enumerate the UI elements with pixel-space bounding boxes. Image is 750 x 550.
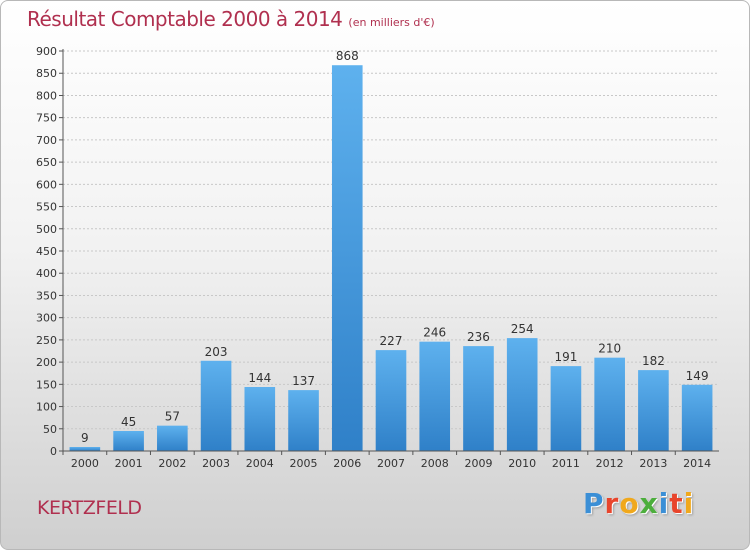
value-label-2008: 246 [423, 326, 446, 340]
y-tick-label-850: 850 [36, 67, 57, 80]
value-label-2001: 45 [121, 415, 136, 429]
y-tick-label-250: 250 [36, 334, 57, 347]
bar-2010 [506, 338, 538, 451]
x-tick-label-2011: 2011 [552, 457, 580, 470]
value-label-2011: 191 [554, 350, 577, 364]
value-label-2009: 236 [467, 330, 490, 344]
bar-2007 [375, 350, 407, 451]
y-tick-label-100: 100 [36, 401, 57, 414]
x-tick-label-2002: 2002 [158, 457, 186, 470]
y-tick-label-50: 50 [43, 423, 57, 436]
y-tick-label-350: 350 [36, 289, 57, 302]
chart-title: Résultat Comptable 2000 à 2014 (en millie… [27, 7, 435, 31]
x-tick-label-2007: 2007 [377, 457, 405, 470]
x-tick-label-2001: 2001 [115, 457, 143, 470]
proxiti-logo: Proxiti [583, 487, 694, 520]
y-tick-label-650: 650 [36, 156, 57, 169]
value-label-2012: 210 [598, 342, 621, 356]
y-tick-label-550: 550 [36, 201, 57, 214]
bar-2000 [69, 447, 101, 451]
x-tick-label-2010: 2010 [508, 457, 536, 470]
value-label-2004: 144 [248, 371, 271, 385]
x-tick-label-2014: 2014 [683, 457, 711, 470]
y-tick-label-800: 800 [36, 89, 57, 102]
logo-letter: x [639, 487, 659, 520]
y-tick-label-150: 150 [36, 378, 57, 391]
bar-2004 [244, 387, 276, 451]
bar-2006 [331, 65, 363, 451]
y-tick-label-700: 700 [36, 134, 57, 147]
chart-subtitle: (en milliers d'€) [348, 16, 435, 29]
bar-2001 [113, 431, 144, 451]
value-label-2013: 182 [642, 354, 665, 368]
x-tick-label-2005: 2005 [290, 457, 318, 470]
logo-letter: i [658, 487, 670, 520]
bar-2014 [681, 384, 713, 451]
y-tick-label-900: 900 [36, 45, 57, 58]
value-label-2000: 9 [81, 431, 89, 445]
x-tick-label-2012: 2012 [596, 457, 624, 470]
y-tick-label-200: 200 [36, 356, 57, 369]
bar-2005 [288, 390, 319, 451]
value-label-2003: 203 [205, 345, 228, 359]
y-tick-label-300: 300 [36, 312, 57, 325]
bar-2012 [594, 357, 625, 451]
y-tick-label-400: 400 [36, 267, 57, 280]
x-tick-label-2006: 2006 [333, 457, 361, 470]
value-labels: 9 45 57 203 144 137 868 227 246 236 254 191 210 182 14… [81, 49, 709, 445]
value-label-2007: 227 [380, 334, 403, 348]
logo-letter: P [583, 487, 605, 520]
x-tick-label-2000: 2000 [71, 457, 99, 470]
bar-2013 [638, 370, 669, 451]
value-label-2002: 57 [165, 410, 180, 424]
value-label-2014: 149 [686, 369, 709, 383]
y-tick-label-600: 600 [36, 178, 57, 191]
bars [69, 65, 713, 451]
x-axis-ticks: 2000 2001 2002 2003 2004 2005 2006 2007 2008 2009… [71, 457, 711, 470]
logo-letter: t [669, 487, 684, 520]
x-tick-label-2004: 2004 [246, 457, 274, 470]
bar-2009 [463, 346, 494, 451]
logo-letter: r [604, 487, 620, 520]
commune-name: KERTZFELD [37, 497, 142, 519]
bar-2003 [200, 360, 232, 451]
value-label-2006: 868 [336, 49, 359, 63]
bar-2011 [550, 366, 582, 451]
logo-letter: i [683, 487, 695, 520]
axes [59, 49, 719, 455]
x-tick-label-2009: 2009 [464, 457, 492, 470]
y-tick-label-0: 0 [50, 445, 57, 458]
bar-2002 [157, 425, 188, 451]
logo-letter: o [619, 487, 640, 520]
bar-2008 [419, 341, 451, 451]
y-tick-label-750: 750 [36, 112, 57, 125]
x-tick-label-2003: 2003 [202, 457, 230, 470]
y-tick-label-450: 450 [36, 245, 57, 258]
chart-title-text: Résultat Comptable 2000 à 2014 [27, 7, 343, 31]
x-tick-label-2008: 2008 [421, 457, 449, 470]
value-label-2010: 254 [511, 322, 534, 336]
value-label-2005: 137 [292, 374, 315, 388]
y-tick-label-500: 500 [36, 223, 57, 236]
x-tick-label-2013: 2013 [639, 457, 667, 470]
y-axis-ticks: 0 50 100 150 200 250 300 350 400 450 500 550 600 650 7… [36, 45, 57, 458]
